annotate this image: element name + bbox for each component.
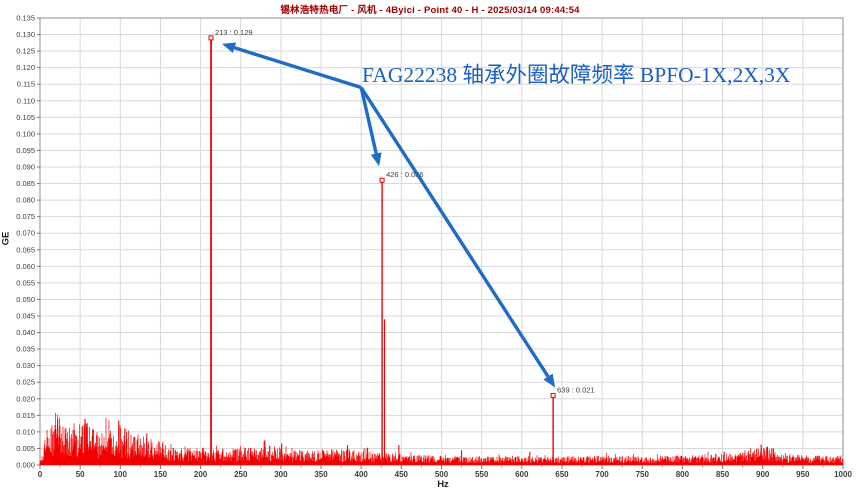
peak-value-label: 213 : 0.129 (215, 28, 253, 37)
x-tick-label: 950 (796, 470, 810, 479)
x-tick-label: 800 (676, 470, 690, 479)
peak-marker[interactable] (208, 35, 214, 41)
y-tick-label: 0.115 (17, 80, 35, 89)
grid-lines (40, 18, 843, 465)
x-tick-label: 700 (595, 470, 609, 479)
y-tick-label: 0.075 (16, 212, 35, 221)
x-tick-label: 250 (234, 470, 248, 479)
y-tick-label: 0.035 (16, 345, 35, 354)
y-tick-label: 0.100 (16, 129, 35, 138)
y-tick-label: 0.020 (16, 394, 35, 403)
y-tick-label: 0.045 (16, 312, 35, 321)
x-tick-label: 150 (154, 470, 168, 479)
annotation-arrowhead (543, 373, 556, 388)
x-tick-label: 500 (435, 470, 449, 479)
x-axis-title: Hz (437, 479, 449, 490)
y-tick-label: 0.050 (16, 295, 35, 304)
x-tick-label: 600 (515, 470, 529, 479)
x-tick-label: 350 (314, 470, 328, 479)
peak-marker[interactable] (379, 177, 385, 183)
y-tick-label: 0.095 (16, 146, 35, 155)
annotation-arrowhead (370, 152, 382, 167)
spectrum-trace (39, 412, 844, 465)
y-tick-label: 0.025 (16, 378, 35, 387)
peak-value-label: 639 : 0.021 (557, 385, 595, 394)
chart-title: 锡林浩特热电厂 - 风机 - 4Byici - Point 40 - H - 2… (280, 5, 580, 16)
y-tick-label: 0.010 (16, 427, 35, 436)
x-tick-label: 100 (114, 470, 128, 479)
fault-frequency-annotation: FAG22238 轴承外圈故障频率 BPFO-1X,2X,3X (362, 63, 791, 87)
x-tick-label: 50 (76, 470, 85, 479)
y-tick-label: 0.055 (16, 278, 35, 287)
axis-ticks-labels: 0 50 100 150 200 250 300 350 400 450 500 550 600 650 7… (16, 14, 852, 480)
y-tick-label: 0.040 (16, 328, 35, 337)
y-tick-label: 0.030 (16, 361, 35, 370)
peak-value-label: 426 : 0.086 (386, 170, 424, 179)
y-tick-label: 0.085 (16, 179, 35, 188)
x-tick-label: 650 (555, 470, 569, 479)
y-tick-label: 0.125 (16, 47, 35, 56)
y-tick-label: 0.110 (17, 96, 35, 105)
x-tick-label: 850 (716, 470, 730, 479)
peak-marker[interactable] (550, 392, 556, 398)
y-tick-label: 0.005 (16, 444, 35, 453)
x-tick-label: 1000 (834, 470, 852, 479)
y-tick-label: 0.080 (16, 196, 35, 205)
y-tick-label: 0.130 (16, 30, 35, 39)
y-tick-label: 0.105 (16, 113, 35, 122)
annotation-arrow (359, 87, 378, 154)
y-axis-title: GE (0, 231, 12, 246)
y-tick-label: 0.060 (16, 262, 35, 271)
spectrum-minor-peaks (57, 319, 774, 465)
y-tick-label: 0.065 (16, 245, 35, 254)
x-tick-label: 450 (395, 470, 409, 479)
y-tick-label: 0.070 (16, 229, 35, 238)
x-tick-label: 0 (38, 470, 43, 479)
x-tick-label: 900 (756, 470, 770, 479)
y-tick-label: 0.000 (16, 461, 35, 470)
y-tick-label: 0.015 (16, 411, 35, 420)
annotation-arrow (359, 86, 550, 378)
y-tick-label: 0.120 (16, 63, 35, 72)
x-tick-label: 200 (194, 470, 208, 479)
y-tick-label: 0.135 (16, 14, 35, 23)
x-tick-label: 300 (274, 470, 288, 479)
x-tick-label: 400 (355, 470, 369, 479)
y-tick-label: 0.090 (16, 163, 35, 172)
annotation-arrow (233, 46, 362, 90)
x-tick-label: 550 (475, 470, 489, 479)
x-tick-label: 750 (636, 470, 650, 479)
annotation-arrowhead (222, 42, 237, 54)
